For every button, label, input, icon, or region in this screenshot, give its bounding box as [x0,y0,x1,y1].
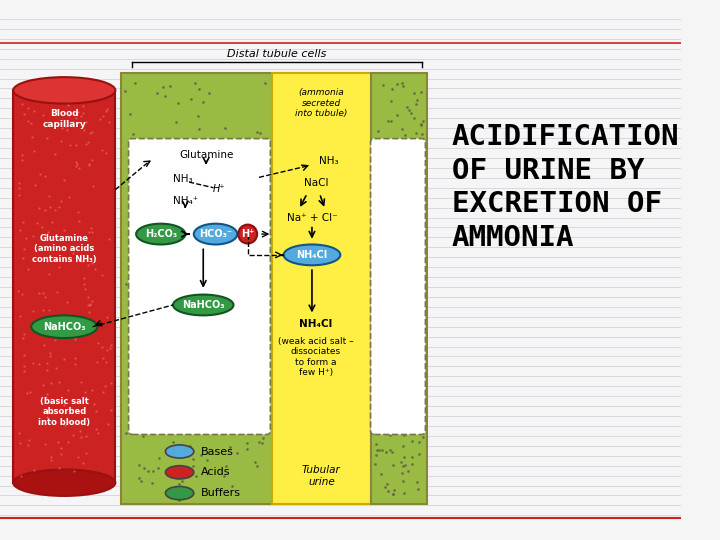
Text: Acids: Acids [200,467,230,477]
FancyBboxPatch shape [371,139,426,435]
Text: NH₃: NH₃ [319,156,339,166]
Text: Tubular
urine: Tubular urine [302,465,341,487]
Text: Na⁺ + Cl⁻: Na⁺ + Cl⁻ [287,213,337,223]
Ellipse shape [173,295,233,315]
Text: (weak acid salt –
dissociates
to form a
few H⁺): (weak acid salt – dissociates to form a … [278,337,354,377]
Text: Blood
capillary: Blood capillary [42,109,86,129]
Text: NH₄⁺: NH₄⁺ [173,196,198,206]
Text: HCO₃⁻: HCO₃⁻ [199,229,232,239]
Text: NH₃: NH₃ [173,174,192,184]
Text: Glutamine
(amino acids
contains NH₃): Glutamine (amino acids contains NH₃) [32,234,96,264]
Text: H₂CO₃: H₂CO₃ [145,229,177,239]
Ellipse shape [284,245,341,265]
Ellipse shape [136,224,185,245]
Text: NH₄Cl: NH₄Cl [299,319,333,329]
Text: (basic salt
absorbed
into blood): (basic salt absorbed into blood) [38,397,90,427]
Ellipse shape [13,77,115,104]
Ellipse shape [166,487,194,500]
Text: (ammonia
secreted
into tubule): (ammonia secreted into tubule) [295,89,348,118]
Ellipse shape [194,224,238,245]
Text: Bases: Bases [200,447,233,456]
Text: NaHCO₃: NaHCO₃ [43,322,86,332]
Ellipse shape [166,445,194,458]
FancyBboxPatch shape [272,73,371,504]
Text: ACIDIFICATION
OF URINE BY
EXCRETION OF
AMMONIA: ACIDIFICATION OF URINE BY EXCRETION OF A… [452,124,680,252]
Text: H⁺: H⁺ [241,229,254,239]
Text: Buffers: Buffers [200,488,240,498]
Ellipse shape [238,225,257,244]
Text: Distal tubule cells: Distal tubule cells [228,49,327,59]
Text: H⁺: H⁺ [213,184,225,194]
Ellipse shape [166,465,194,479]
Text: NaHCO₃: NaHCO₃ [182,300,225,310]
Text: NaCl: NaCl [305,178,329,188]
Text: NH₄Cl: NH₄Cl [297,250,328,260]
FancyBboxPatch shape [129,139,271,435]
Ellipse shape [13,469,115,496]
FancyBboxPatch shape [371,73,427,504]
FancyBboxPatch shape [13,90,115,483]
Ellipse shape [31,315,97,338]
FancyBboxPatch shape [121,73,272,504]
Text: Glutamine: Glutamine [179,150,233,160]
